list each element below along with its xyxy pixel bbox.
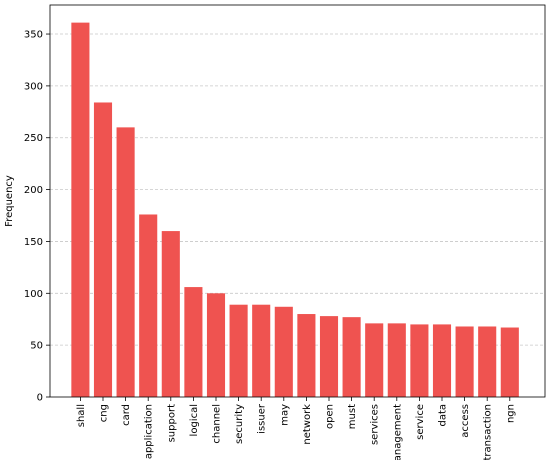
x-tick-label: ngn [505,404,516,423]
bar-logical [184,287,203,397]
x-tick-label: support [166,404,177,442]
bar-cng [93,102,113,398]
y-tick-label: 350 [24,30,43,41]
x-tick-label: services [370,404,381,445]
bar-anagement [387,323,406,397]
bar-issuer [252,304,271,397]
x-tick-label: open [325,404,336,429]
axes-box [49,4,546,398]
bar-access [455,326,474,397]
x-tick-label: must [347,404,358,429]
x-tick-label: anagement [392,404,403,460]
bar-application [139,214,158,397]
bar-security [229,304,248,397]
x-tick-label: cng [99,404,110,422]
y-tick-label: 100 [24,289,43,300]
x-tick-label: transaction [483,404,494,460]
x-tick-label: data [438,404,449,427]
y-tick-label: 0 [37,393,43,404]
y-tick-label: 250 [24,133,43,144]
bar-service [410,324,429,397]
y-tick-label: 150 [24,237,43,248]
plot-frame [49,4,546,398]
bar-support [161,231,180,397]
bar-must [342,317,361,397]
bars [71,22,519,398]
y-tick-label: 200 [24,185,43,196]
x-tick-label: issuer [257,403,268,434]
x-tick-label: may [279,404,290,426]
bar-transaction [478,326,497,397]
x-tick-label: channel [212,404,223,444]
bar-shall [71,22,90,397]
y-axis-label: Frequency [4,175,15,227]
bar-data [432,324,452,397]
x-tick-label: security [234,404,245,444]
x-tick-label: network [302,404,313,445]
bar-network [297,314,316,397]
bar-ngn [500,327,519,397]
x-axis-ticks: shall cng card application support logical cha… [76,397,516,460]
y-tick-label: 50 [30,341,43,352]
bar-services [365,323,384,397]
bar-open [319,316,339,397]
x-tick-label: logical [189,404,200,436]
x-tick-label: service [415,404,426,440]
bar-card [116,127,135,398]
bar-may [274,306,293,397]
x-tick-label: application [144,404,155,459]
bar-channel [206,293,226,397]
x-tick-label: shall [76,404,87,427]
x-tick-label: access [460,404,471,438]
y-tick-label: 300 [24,81,43,92]
y-axis-ticks: 0 50 100 150 200 250 300 350 [24,30,50,404]
x-tick-label: card [121,404,132,426]
